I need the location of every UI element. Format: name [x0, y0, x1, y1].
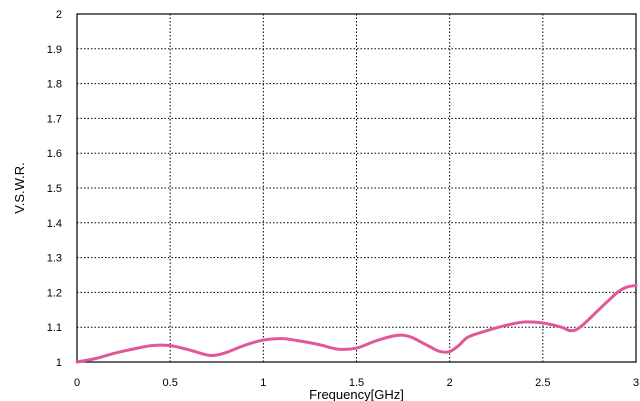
y-tick-label: 1.4 [47, 218, 62, 230]
grid [76, 13, 637, 363]
vswr-series-line-0 [75, 283, 638, 364]
y-tick-label: 2 [56, 9, 62, 21]
x-axis-title: Frequency[GHz] [309, 387, 404, 401]
x-tick-label: 0 [74, 377, 80, 389]
y-axis-title: V.S.W.R. [12, 162, 27, 214]
y-tick-label: 1.8 [47, 79, 62, 91]
y-tick-label: 1 [56, 357, 62, 369]
y-tick-label: 1.3 [47, 253, 62, 265]
x-tick-label: 2.5 [535, 377, 550, 389]
x-tick-labels: 0 0.5 1 1.5 2 2.5 3 [74, 377, 639, 389]
y-tick-label: 1.1 [47, 322, 62, 334]
y-tick-labels: 1 1.1 1.2 1.3 1.4 1.5 1.6 1.7 1.8 1.9 2 [47, 9, 62, 369]
x-tick-label: 1 [260, 377, 266, 389]
y-tick-label: 1.9 [47, 44, 62, 56]
x-tick-label: 3 [633, 377, 639, 389]
x-tick-label: 2 [447, 377, 453, 389]
y-tick-label: 1.7 [47, 113, 62, 125]
plot-area-frame [76, 13, 637, 363]
x-tick-label: 0.5 [163, 377, 178, 389]
y-tick-label: 1.5 [47, 183, 62, 195]
y-tick-label: 1.2 [47, 287, 62, 299]
series-layer [75, 283, 638, 364]
x-tick-label: 1.5 [349, 377, 364, 389]
y-tick-label: 1.6 [47, 148, 62, 160]
